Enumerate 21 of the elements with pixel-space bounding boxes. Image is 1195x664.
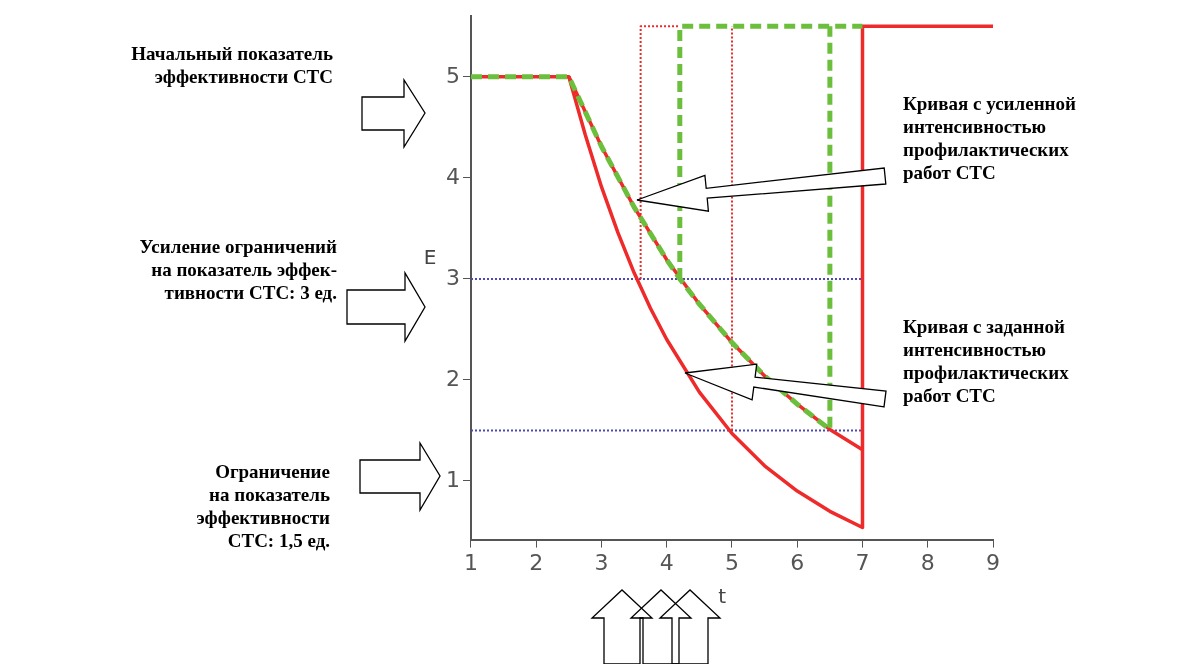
text: Начальный показатель эффективности СТС [130, 42, 333, 88]
y-tick-label: 3 [446, 264, 460, 290]
x-axis-title: t [718, 583, 727, 608]
x-tick-label: 7 [855, 549, 870, 575]
x-tick-label: 5 [725, 549, 739, 575]
text: Ограничение на показатель эффективности СТС: 1,5 ед. [195, 460, 330, 552]
annotation: Кривая с усиленной интенсивностью профилактических работ СТС [903, 92, 1076, 184]
y-tick-label: 5 [446, 62, 460, 88]
x-tick-label: 8 [920, 549, 935, 575]
x-tick-label: 4 [659, 549, 674, 575]
text: Усиление ограничений на показатель эффек- тивности СТС: 3 ед. [138, 235, 337, 304]
annotation: Кривая с заданной интенсивностью профилактических работ СТС [903, 315, 1069, 407]
y-axis-title: E [423, 244, 437, 269]
y-tick-label: 4 [446, 163, 460, 189]
y-tick-label: 2 [446, 365, 460, 391]
x-tick-label: 9 [986, 549, 1000, 575]
y-tick-label: 1 [446, 466, 460, 492]
x-tick-label: 3 [594, 549, 609, 575]
x-tick-label: 2 [529, 549, 544, 575]
x-tick-label: 1 [464, 549, 478, 575]
x-tick-label: 6 [790, 549, 805, 575]
